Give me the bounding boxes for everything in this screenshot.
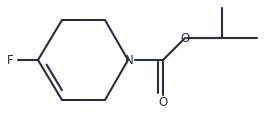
Text: F: F	[7, 53, 13, 67]
Text: N: N	[125, 53, 133, 67]
Text: O: O	[158, 97, 168, 110]
Text: O: O	[180, 31, 190, 45]
